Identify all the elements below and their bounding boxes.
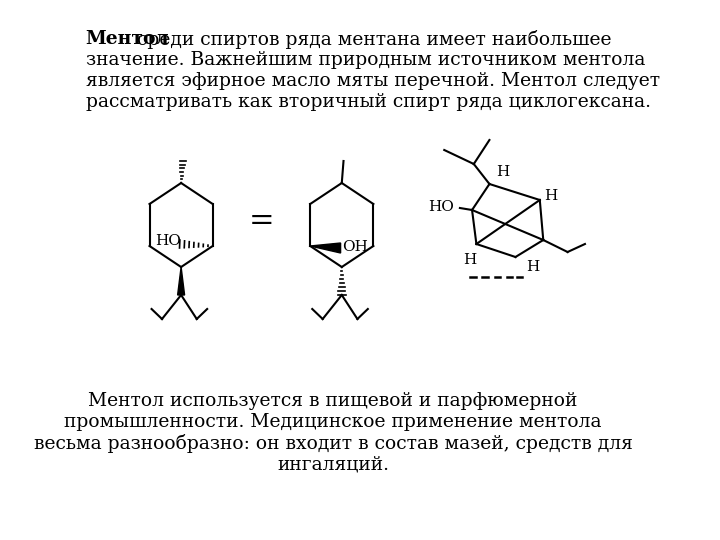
Polygon shape [178, 267, 184, 295]
Text: среди спиртов ряда ментана имеет наибольшее: среди спиртов ряда ментана имеет наиболь… [131, 30, 611, 49]
Text: HO: HO [156, 234, 181, 248]
Text: рассматривать как вторичный спирт ряда циклогексана.: рассматривать как вторичный спирт ряда ц… [86, 93, 651, 111]
Text: =: = [249, 206, 275, 238]
Text: OH: OH [342, 240, 368, 254]
Text: H: H [544, 189, 557, 203]
Text: является эфирное масло мяты перечной. Ментол следует: является эфирное масло мяты перечной. Ме… [86, 72, 660, 90]
Text: H: H [463, 253, 476, 267]
Text: H: H [526, 260, 539, 274]
Text: значение. Важнейшим природным источником ментола: значение. Важнейшим природным источником… [86, 51, 645, 69]
Text: Ментол: Ментол [86, 30, 169, 48]
Text: Ментол используется в пищевой и парфюмерной
промышленности. Медицинское применен: Ментол используется в пищевой и парфюмер… [34, 392, 633, 474]
Text: HO: HO [428, 200, 454, 214]
Polygon shape [310, 243, 341, 253]
Text: H: H [496, 165, 510, 179]
